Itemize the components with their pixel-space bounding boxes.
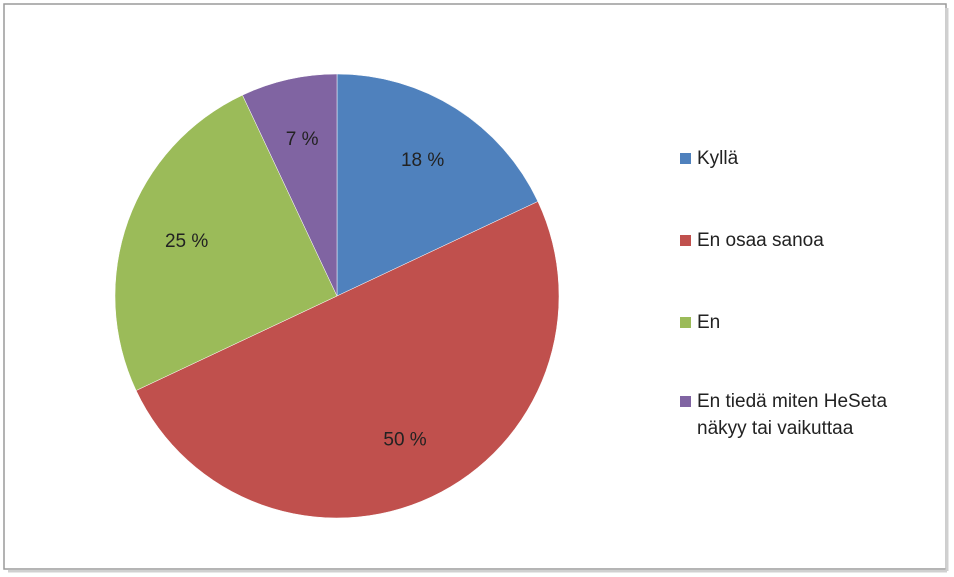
data-label: 25 % xyxy=(165,231,208,252)
pie-slice xyxy=(114,94,338,391)
pie-slice xyxy=(242,73,338,297)
pie-slice xyxy=(135,201,560,519)
data-label: 18 % xyxy=(401,150,444,171)
pie-slice xyxy=(336,73,539,297)
data-label: 50 % xyxy=(383,430,426,451)
data-label: 7 % xyxy=(286,129,319,150)
